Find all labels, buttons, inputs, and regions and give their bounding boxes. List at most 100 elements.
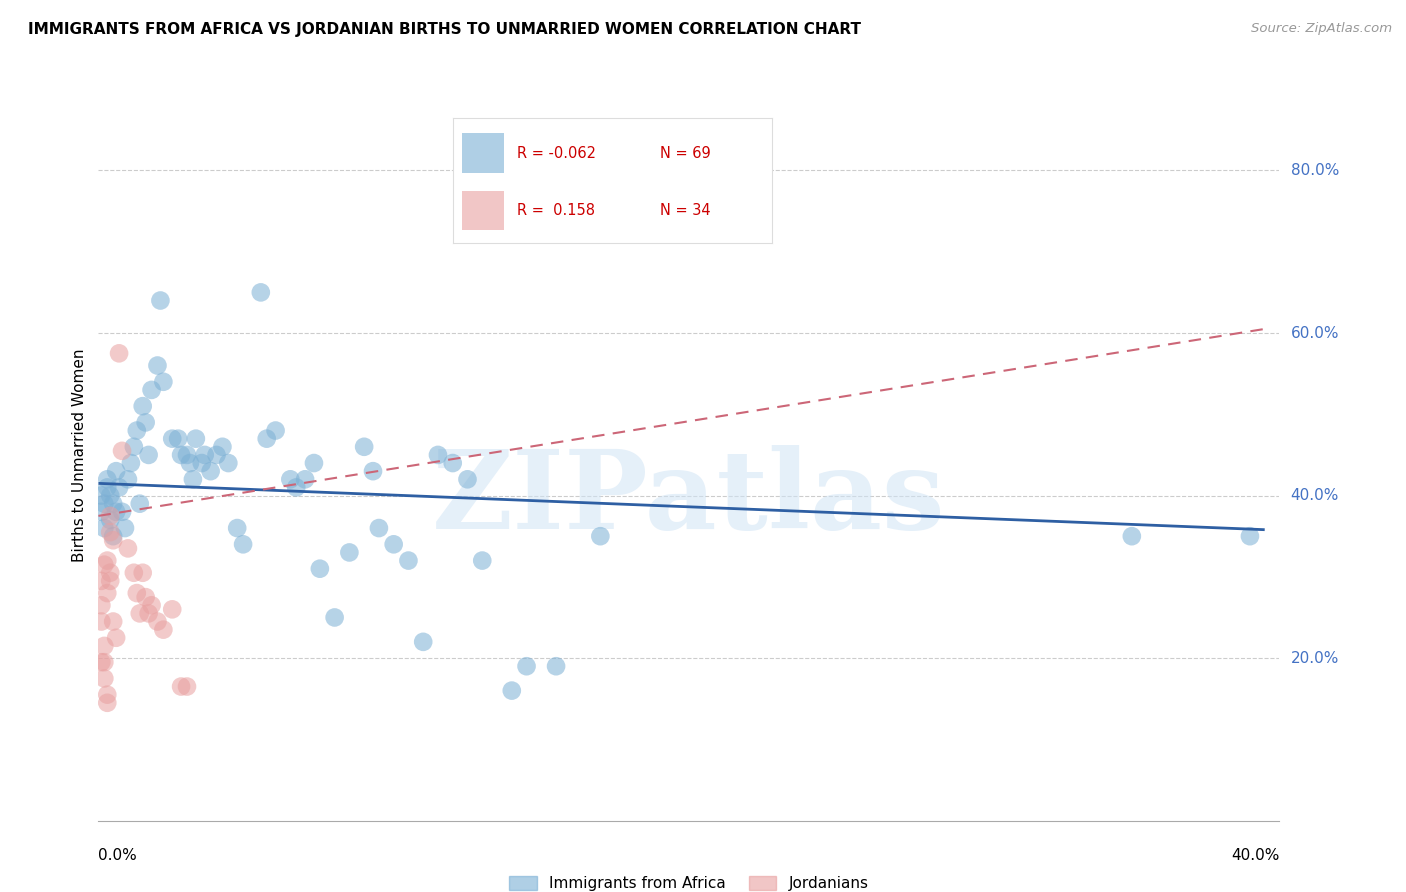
Point xyxy=(441,456,464,470)
Point xyxy=(170,680,193,694)
Point xyxy=(250,285,273,300)
Point xyxy=(132,566,155,580)
Point xyxy=(205,448,228,462)
Point xyxy=(122,440,145,454)
Point xyxy=(125,424,148,438)
Point xyxy=(128,607,150,621)
Point xyxy=(128,497,150,511)
Point xyxy=(226,521,249,535)
Point xyxy=(256,432,278,446)
Point xyxy=(184,432,207,446)
Point xyxy=(93,558,115,572)
Point xyxy=(285,480,308,494)
Point xyxy=(232,537,254,551)
Point xyxy=(264,424,287,438)
Point xyxy=(152,375,174,389)
Text: IMMIGRANTS FROM AFRICA VS JORDANIAN BIRTHS TO UNMARRIED WOMEN CORRELATION CHART: IMMIGRANTS FROM AFRICA VS JORDANIAN BIRT… xyxy=(28,22,860,37)
Point xyxy=(353,440,375,454)
Point xyxy=(138,448,160,462)
Point xyxy=(93,521,115,535)
Point xyxy=(191,456,214,470)
Point xyxy=(93,639,115,653)
Point xyxy=(96,586,118,600)
Point xyxy=(471,553,494,567)
Point xyxy=(114,521,136,535)
Point xyxy=(98,489,121,503)
Point xyxy=(501,683,523,698)
Point xyxy=(162,432,183,446)
Point xyxy=(90,574,112,588)
Point xyxy=(105,505,128,519)
Point xyxy=(108,346,131,360)
Point xyxy=(149,293,172,308)
Point xyxy=(103,497,125,511)
Point xyxy=(90,599,112,613)
Point xyxy=(98,513,121,527)
Point xyxy=(323,610,346,624)
Point xyxy=(141,599,163,613)
Point xyxy=(515,659,537,673)
Point xyxy=(152,623,174,637)
Point xyxy=(125,586,148,600)
Point xyxy=(309,562,332,576)
Point xyxy=(111,443,134,458)
Point xyxy=(176,680,198,694)
Text: 40.0%: 40.0% xyxy=(1291,488,1339,503)
Point xyxy=(103,533,125,548)
Text: 60.0%: 60.0% xyxy=(1291,326,1339,341)
Point xyxy=(361,464,384,478)
Text: 80.0%: 80.0% xyxy=(1291,163,1339,178)
Y-axis label: Births to Unmarried Women: Births to Unmarried Women xyxy=(72,348,87,562)
Point xyxy=(96,696,118,710)
Point xyxy=(90,489,112,503)
Point xyxy=(162,602,183,616)
Point xyxy=(117,472,139,486)
Point xyxy=(98,525,121,540)
Point xyxy=(396,553,419,567)
Point xyxy=(167,432,190,446)
Point xyxy=(181,472,204,486)
Point xyxy=(211,440,233,454)
Point xyxy=(200,464,222,478)
Point xyxy=(96,472,118,486)
Point xyxy=(111,505,134,519)
Point xyxy=(103,529,125,543)
Text: 20.0%: 20.0% xyxy=(1291,650,1339,665)
Point xyxy=(141,383,163,397)
Point xyxy=(217,456,239,470)
Point xyxy=(294,472,316,486)
Text: 40.0%: 40.0% xyxy=(1232,848,1279,863)
Text: 0.0%: 0.0% xyxy=(98,848,138,863)
Point xyxy=(135,590,157,604)
Point xyxy=(117,541,139,556)
Point xyxy=(122,566,145,580)
Point xyxy=(194,448,217,462)
Point xyxy=(120,456,142,470)
Point xyxy=(96,480,118,494)
Point xyxy=(302,456,325,470)
Point xyxy=(96,688,118,702)
Point xyxy=(98,566,121,580)
Point xyxy=(90,505,112,519)
Point xyxy=(170,448,193,462)
Point xyxy=(1239,529,1261,543)
Point xyxy=(179,456,201,470)
Point xyxy=(96,553,118,567)
Point xyxy=(456,472,478,486)
Point xyxy=(105,631,128,645)
Point xyxy=(412,635,434,649)
Point xyxy=(278,472,302,486)
Point xyxy=(138,607,160,621)
Point xyxy=(544,659,567,673)
Point xyxy=(589,529,612,543)
Point xyxy=(368,521,391,535)
Point xyxy=(135,416,157,430)
Point xyxy=(98,574,121,588)
Point xyxy=(93,497,115,511)
Point xyxy=(146,359,169,373)
Point xyxy=(382,537,405,551)
Point xyxy=(103,615,125,629)
Point xyxy=(98,508,121,523)
Point xyxy=(574,220,596,235)
Point xyxy=(105,464,128,478)
